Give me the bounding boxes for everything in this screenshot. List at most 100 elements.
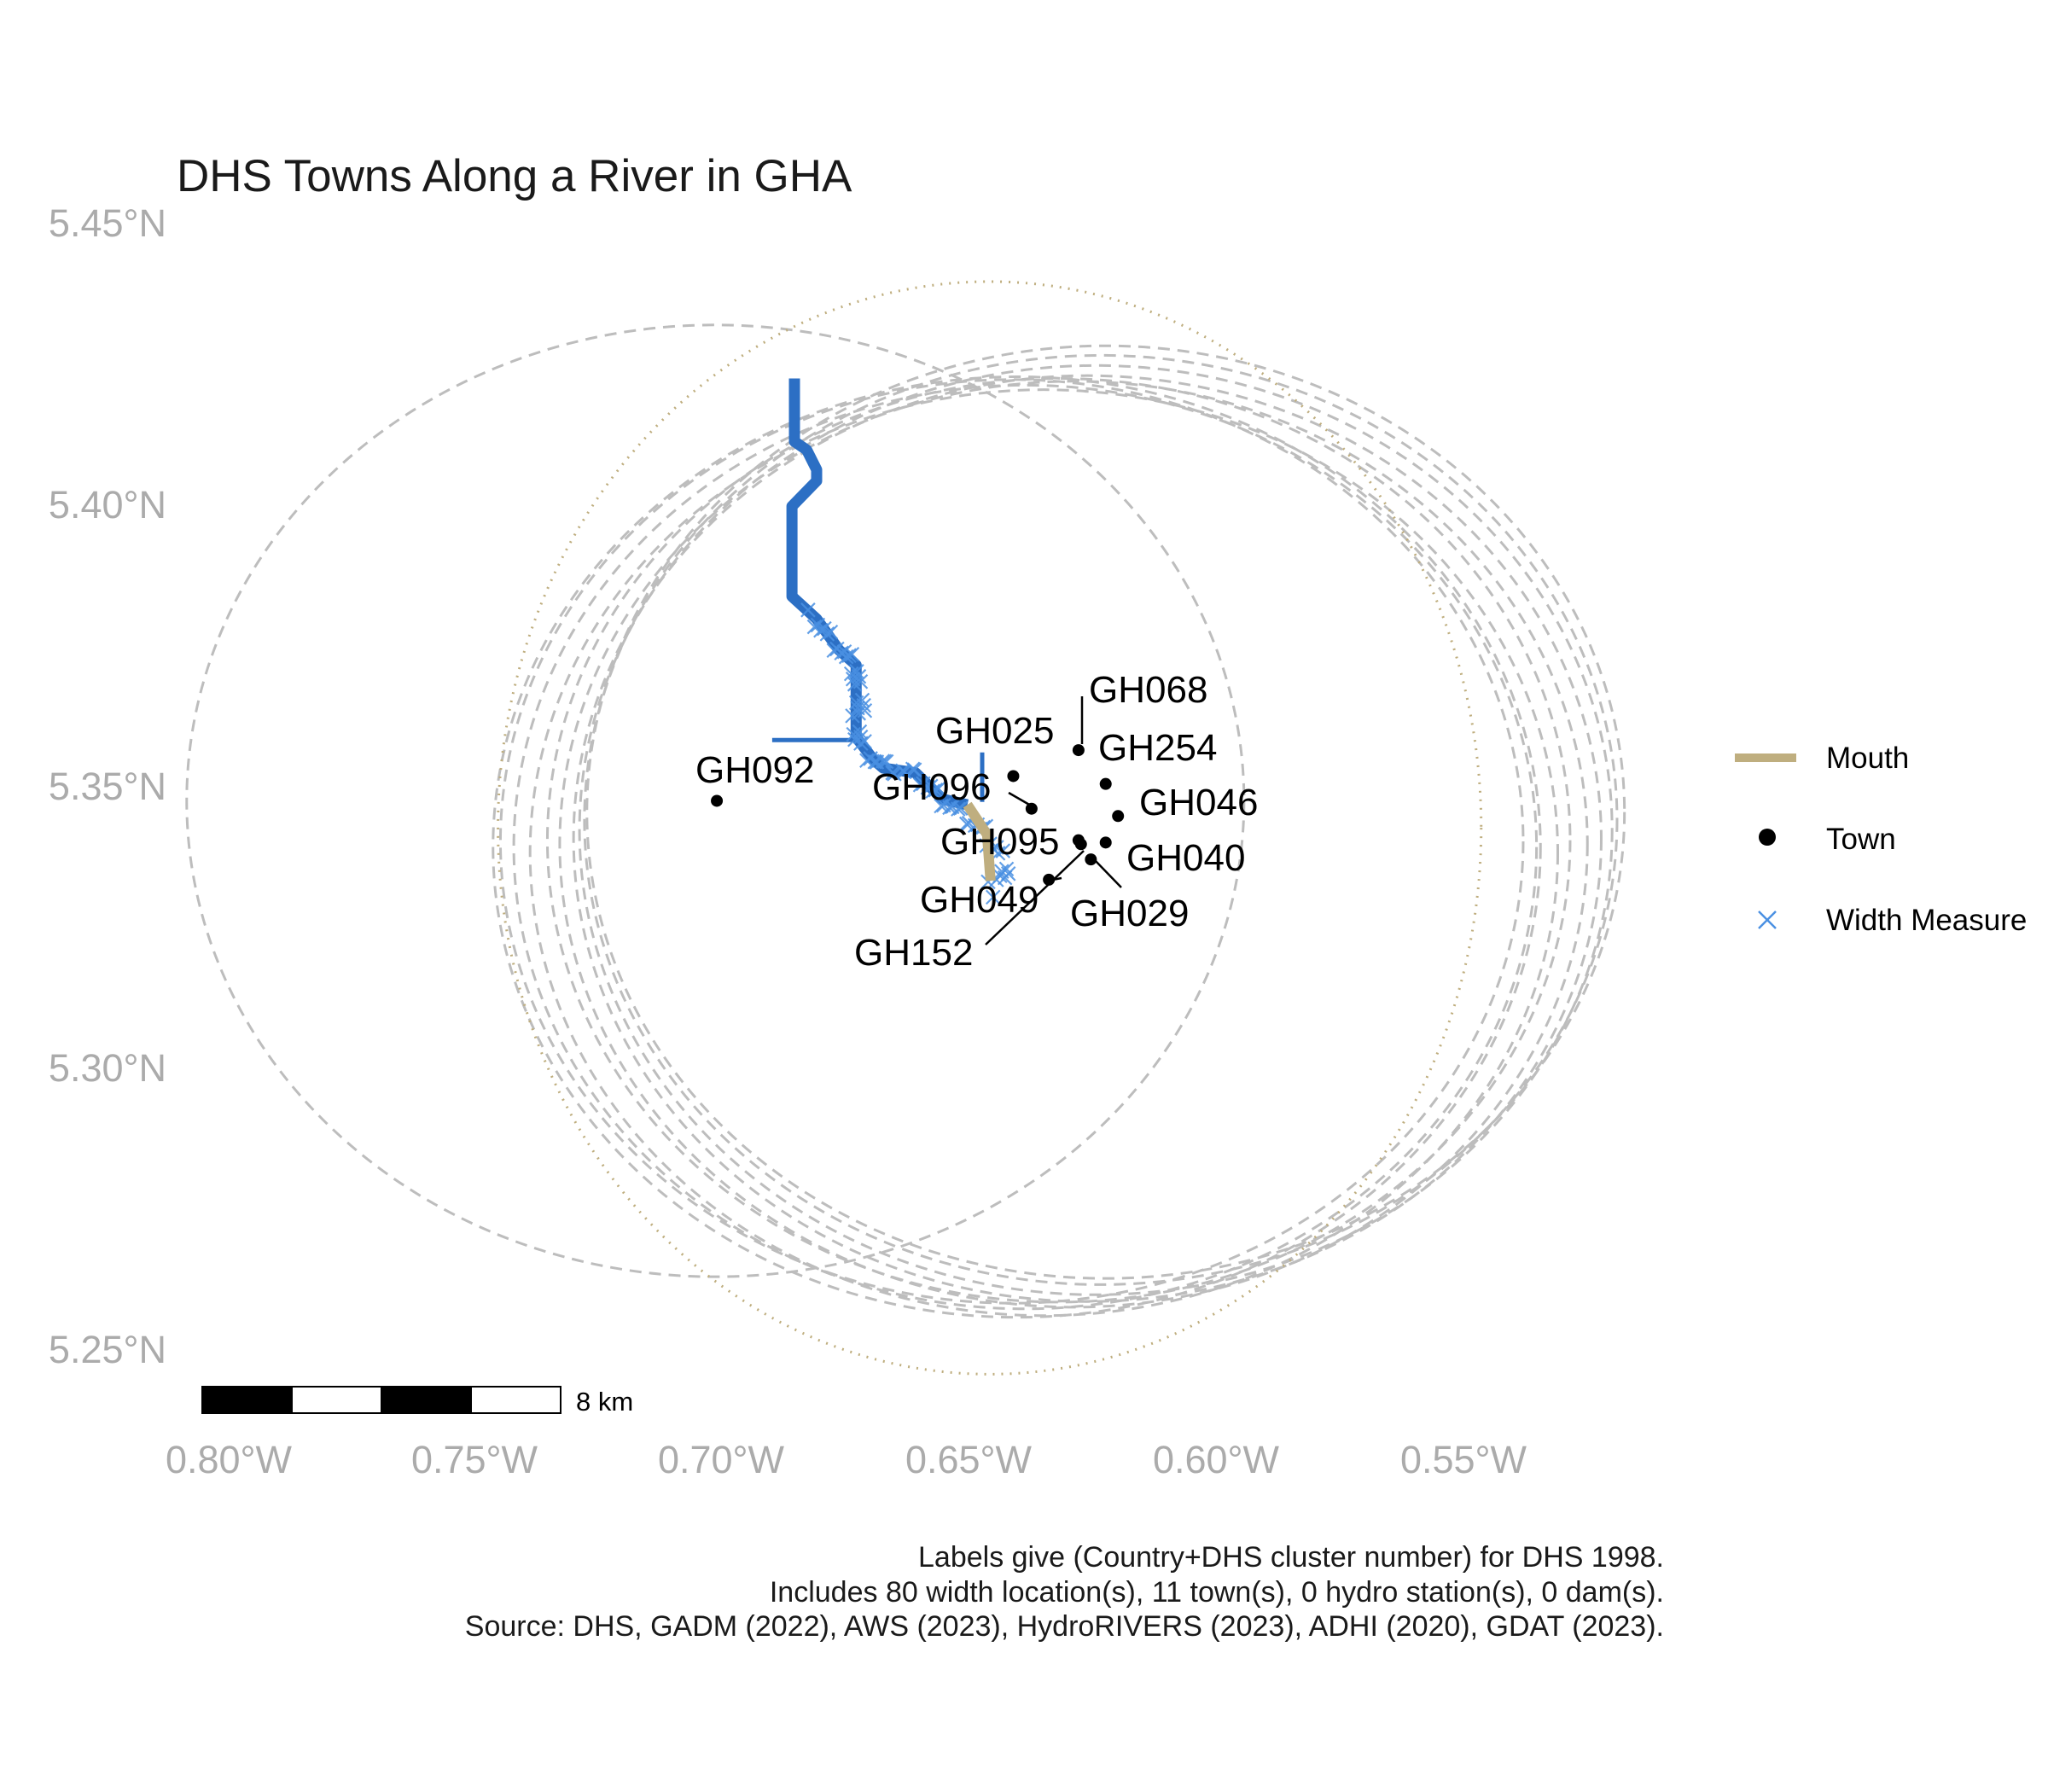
town-point-gh254 <box>1099 777 1112 790</box>
width-measure-stroke <box>885 765 900 781</box>
width-measure-marker <box>845 708 860 724</box>
width-measure-marker <box>997 870 1013 886</box>
legend: Mouth Town Width Measure <box>1735 742 2027 937</box>
town-point-gh152 <box>1074 838 1087 851</box>
width-measure-stroke <box>928 783 944 798</box>
width-measure-stroke <box>944 799 960 815</box>
y-tick-label: 5.45°N <box>49 201 166 245</box>
y-tick-label: 5.35°N <box>49 765 166 808</box>
town-point-gh029 <box>1085 853 1097 866</box>
caption: Labels give (Country+DHS cluster number)… <box>465 1541 1664 1643</box>
buffer-circle <box>512 383 1539 1311</box>
width-measure-stroke <box>997 870 1013 886</box>
mouth-buffer-ring <box>497 280 1483 1376</box>
scale-bar-segment <box>201 1386 293 1414</box>
width-measure-marker <box>878 753 894 770</box>
buffer-circle <box>585 344 1626 1280</box>
town-buffer-circles <box>185 323 1626 1319</box>
width-measure-stroke <box>817 620 832 637</box>
town-label-gh046: GH046 <box>1139 782 1258 823</box>
width-measure-marker <box>995 843 1011 858</box>
buffer-circle <box>492 375 1542 1319</box>
caption-line: Source: DHS, GADM (2022), AWS (2023), Hy… <box>465 1610 1664 1643</box>
buffer-circle <box>578 364 1614 1296</box>
width-measure-marker <box>847 677 863 692</box>
chart-title: DHS Towns Along a River in GHA <box>177 151 852 201</box>
width-measure-marker <box>841 648 857 663</box>
legend-key-width-measure <box>1758 911 1777 929</box>
legend-label-town: Town <box>1826 823 1896 856</box>
legend-label-mouth: Mouth <box>1826 742 1909 775</box>
width-measure-stroke <box>905 761 921 777</box>
width-measure-stroke <box>847 677 863 692</box>
scale-bar-segment <box>381 1386 472 1414</box>
town-label-gh096: GH096 <box>872 766 991 808</box>
width-measure-stroke <box>875 753 891 769</box>
width-measure-stroke <box>951 801 966 817</box>
buffer-circle <box>558 380 1589 1309</box>
leader-line <box>1094 859 1122 888</box>
width-measure-stroke <box>857 734 872 749</box>
town-point-gh040 <box>1099 836 1112 849</box>
width-measure-stroke <box>847 731 863 748</box>
width-measure-marker <box>819 626 835 642</box>
mouth-buffer-circle <box>497 280 1483 1376</box>
town-label-gh254: GH254 <box>1098 727 1217 769</box>
town-label-gh095: GH095 <box>940 821 1059 863</box>
town-label-gh152: GH152 <box>854 932 973 974</box>
buffer-circle <box>572 374 1603 1303</box>
buffer-circle <box>498 378 1525 1305</box>
town-point-gh092 <box>711 794 724 807</box>
width-measure-marker <box>905 761 921 777</box>
width-measure-stroke <box>925 783 940 799</box>
width-measure-stroke <box>878 753 894 770</box>
town-point-gh068 <box>1072 744 1085 757</box>
town-label-gh025: GH025 <box>935 710 1054 752</box>
width-measure-marker <box>985 889 1001 905</box>
width-measure-stroke <box>995 843 1011 858</box>
width-measure-marker <box>849 664 864 679</box>
mouth-line <box>963 801 996 881</box>
x-tick-label: 0.55°W <box>1400 1438 1527 1481</box>
scale-bar-segment <box>470 1386 561 1414</box>
town-label-gh092: GH092 <box>695 749 814 791</box>
width-measure-marker <box>800 602 816 618</box>
width-measure-marker <box>823 625 839 640</box>
town-labels: GH068 GH025 GH254 GH092 GH096 GH046 GH09… <box>695 669 1258 974</box>
y-tick-label: 5.30°N <box>49 1046 166 1090</box>
width-measure-marker <box>853 736 869 751</box>
town-point-gh096 <box>1025 802 1038 815</box>
x-tick-label: 0.60°W <box>1153 1438 1280 1481</box>
town-label-gh068: GH068 <box>1089 669 1207 711</box>
width-measure-stroke <box>838 649 854 665</box>
width-measure-stroke <box>853 736 869 751</box>
width-measure-marker <box>928 783 944 798</box>
x-tick-label: 0.75°W <box>411 1438 538 1481</box>
y-tick-label: 5.40°N <box>49 483 166 527</box>
leader-line <box>985 850 1085 945</box>
width-measure-stroke <box>845 708 860 724</box>
width-measure-stroke <box>800 602 816 618</box>
town-label-gh040: GH040 <box>1126 837 1245 879</box>
width-measure-stroke <box>846 726 862 742</box>
width-measure-marker <box>857 734 872 749</box>
leader-line <box>1008 791 1032 807</box>
width-measure-stroke <box>876 753 893 770</box>
width-measure-marker <box>951 801 966 817</box>
x-tick-label: 0.70°W <box>658 1438 785 1481</box>
width-measure-stroke <box>895 763 911 779</box>
width-measure-stroke <box>989 872 1004 887</box>
mouth-segment <box>963 801 996 881</box>
caption-line: Labels give (Country+DHS cluster number)… <box>918 1541 1664 1574</box>
town-label-gh029: GH029 <box>1070 893 1189 934</box>
buffer-circle <box>583 353 1619 1286</box>
town-point-gh025 <box>1007 770 1020 783</box>
town-label-gh049: GH049 <box>920 879 1039 921</box>
width-measure-marker <box>875 753 891 769</box>
buffer-circle <box>545 376 1572 1304</box>
scale-bar-segment <box>291 1386 382 1414</box>
scale-bar-label: 8 km <box>576 1387 633 1417</box>
width-measure-stroke <box>845 671 861 687</box>
width-measure-marker <box>876 753 893 770</box>
legend-key-town <box>1759 829 1776 846</box>
